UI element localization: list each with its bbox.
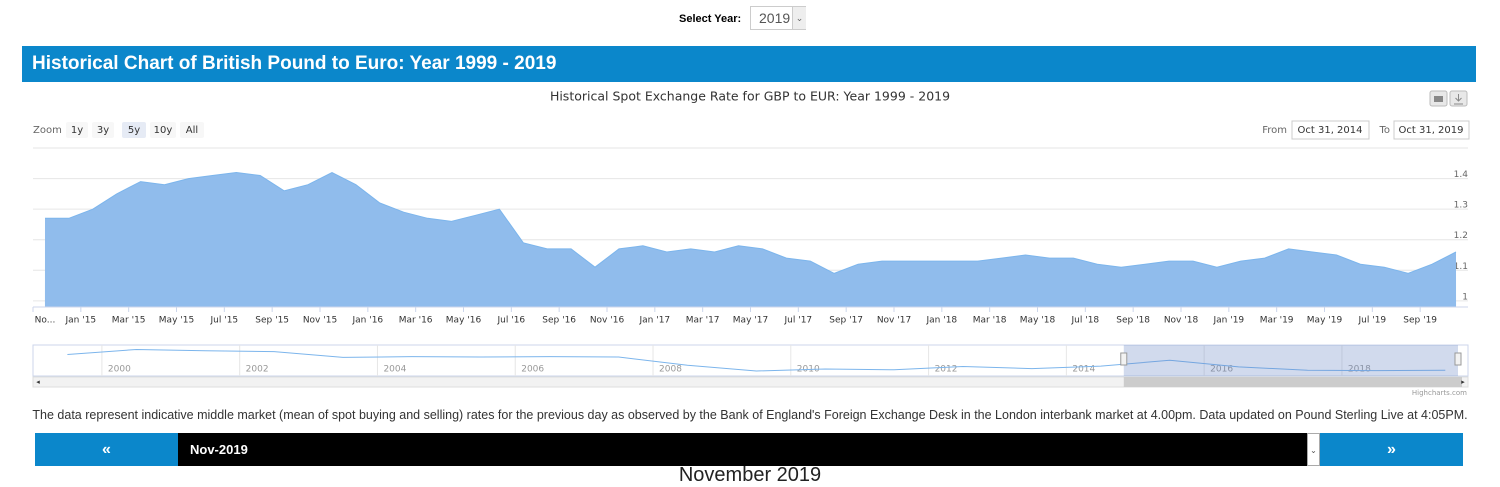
prev-button[interactable]: « xyxy=(35,433,178,466)
zoom-button[interactable] xyxy=(66,122,88,138)
zoom-button[interactable] xyxy=(122,122,146,138)
navigator-tick-label: 2014 xyxy=(1072,365,1095,375)
x-tick-label: Jul '16 xyxy=(497,316,526,326)
chart-title: Historical Spot Exchange Rate for GBP to… xyxy=(550,89,950,104)
area-fill xyxy=(44,172,1457,307)
from-label: From xyxy=(1262,125,1287,136)
x-tick-label: Jan '19 xyxy=(1212,316,1244,326)
scroll-left[interactable]: ◂ xyxy=(36,378,40,386)
x-tick-label: No... xyxy=(35,316,56,326)
zoom-button[interactable] xyxy=(180,122,204,138)
zoom-button-label[interactable]: 5y xyxy=(128,125,140,136)
x-tick-label: Nov '16 xyxy=(590,316,625,326)
x-tick-label: May '17 xyxy=(733,316,768,326)
zoom-button-label[interactable]: 10y xyxy=(154,125,173,136)
y-tick-label: 1.2 xyxy=(1454,231,1468,241)
x-tick-label: Nov '15 xyxy=(303,316,337,326)
x-tick-label: Jul '18 xyxy=(1071,316,1100,326)
y-tick-label: 1.1 xyxy=(1454,262,1468,272)
navigator-tick-label: 2006 xyxy=(521,365,544,375)
from-input[interactable] xyxy=(1291,120,1370,140)
x-tick-label: Jan '17 xyxy=(638,316,670,326)
to-value[interactable]: Oct 31, 2019 xyxy=(1399,125,1464,136)
x-tick-label: Mar '19 xyxy=(1260,316,1294,326)
to-label: To xyxy=(1378,125,1390,136)
y-tick-label: 1 xyxy=(1462,292,1468,302)
zoom-button-label[interactable]: 3y xyxy=(97,125,109,136)
x-tick-label: Jul '19 xyxy=(1358,316,1387,326)
navigator-tick-label: 2012 xyxy=(935,365,958,375)
zoom-button-label[interactable]: All xyxy=(186,125,198,136)
print-icon xyxy=(1434,96,1443,102)
x-tick-label: Jul '17 xyxy=(784,316,813,326)
y-tick-label: 1.4 xyxy=(1454,170,1469,180)
navigator-tick-label: 2008 xyxy=(659,365,682,375)
next-button[interactable]: » xyxy=(1320,433,1463,466)
navigator-tick-label: 2004 xyxy=(383,365,406,375)
chart: Historical Spot Exchange Rate for GBP to… xyxy=(32,89,1470,397)
scrollbar-track[interactable] xyxy=(32,376,1469,388)
navigator-tick-label: 2002 xyxy=(246,365,269,375)
select-label: Select Year: xyxy=(679,13,742,25)
navigator-handle[interactable] xyxy=(1120,352,1128,366)
navigator-tick-label: 2018 xyxy=(1348,365,1371,375)
zoom-button-label[interactable]: 1y xyxy=(71,125,83,136)
x-tick-label: Jul '15 xyxy=(210,316,239,326)
x-tick-label: Mar '15 xyxy=(112,316,146,326)
x-tick-label: May '15 xyxy=(159,316,194,326)
x-tick-label: May '18 xyxy=(1020,316,1056,326)
scroll-right[interactable]: ▸ xyxy=(1461,378,1465,386)
navigator-line xyxy=(67,348,1446,372)
navigator-selection[interactable] xyxy=(1123,345,1458,376)
y-tick-label: 1.3 xyxy=(1454,201,1468,211)
x-tick-label: Sep '15 xyxy=(255,316,289,326)
x-tick-label: Nov '18 xyxy=(1164,316,1199,326)
x-tick-label: Nov '17 xyxy=(877,316,911,326)
zoom-button[interactable] xyxy=(92,122,114,138)
select-arrow[interactable]: ⌄ xyxy=(792,7,806,29)
x-tick-label: May '16 xyxy=(446,316,482,326)
x-tick-label: Sep '17 xyxy=(829,316,863,326)
month-select[interactable]: Nov-2019 xyxy=(178,433,1320,466)
month-heading: November 2019 xyxy=(678,464,822,486)
scrollbar-thumb[interactable] xyxy=(1123,377,1462,387)
page: Select Year: 2019 ⌄ Historical Chart of … xyxy=(22,6,1476,486)
area-line xyxy=(45,171,1457,274)
navigator-tick-label: 2000 xyxy=(108,365,131,375)
month-select-arrow[interactable]: ⌄ xyxy=(1307,433,1320,466)
x-tick-label: Sep '16 xyxy=(542,316,576,326)
x-tick-label: Sep '19 xyxy=(1403,316,1437,326)
from-value[interactable]: Oct 31, 2014 xyxy=(1298,125,1363,136)
credits[interactable]: Highcharts.com xyxy=(1412,389,1467,397)
x-tick-label: Jan '15 xyxy=(64,316,96,326)
x-tick-label: Mar '18 xyxy=(973,316,1007,326)
x-tick-label: Mar '17 xyxy=(686,316,720,326)
export-buttons[interactable] xyxy=(1429,90,1468,107)
to-input[interactable] xyxy=(1393,120,1470,140)
x-tick-label: Mar '16 xyxy=(399,316,433,326)
zoom-button[interactable] xyxy=(150,122,176,138)
navigator-tick-label: 2016 xyxy=(1210,365,1233,375)
header-title: Historical Chart of British Pound to Eur… xyxy=(22,46,1476,82)
footnote: The data represent indicative middle mar… xyxy=(32,408,1468,422)
download-icon xyxy=(1454,94,1463,105)
x-tick-label: Jan '18 xyxy=(925,316,957,326)
x-tick-label: Jan '16 xyxy=(351,316,383,326)
x-tick-label: May '19 xyxy=(1307,316,1343,326)
navigator-handle[interactable] xyxy=(1454,352,1462,366)
zoom-label: Zoom xyxy=(33,125,62,136)
x-tick-label: Sep '18 xyxy=(1116,316,1150,326)
